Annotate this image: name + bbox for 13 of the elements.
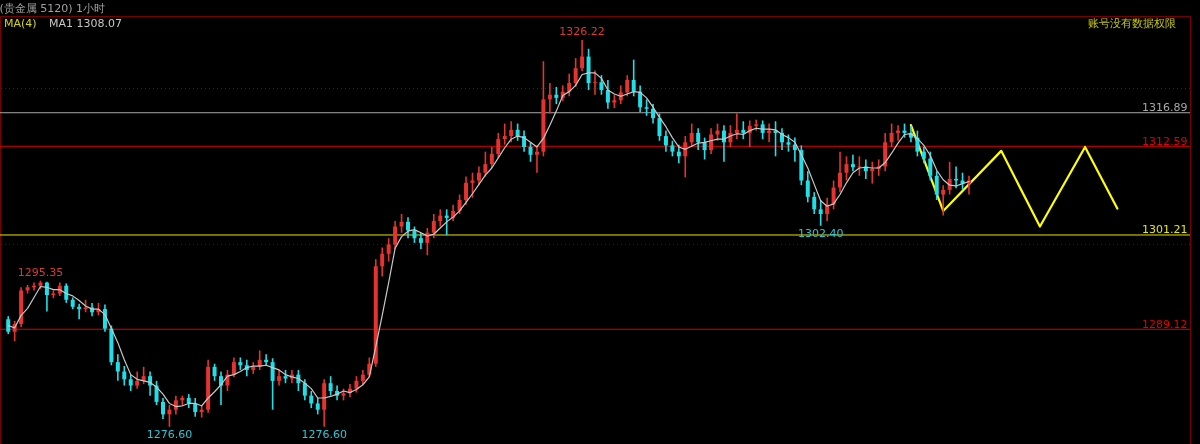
y-tick-label: 1301.21 <box>1142 223 1188 237</box>
annotation: 1276.60 <box>146 427 193 441</box>
annotation: MA(4) <box>4 17 37 30</box>
text: MA1 1308.07 <box>49 17 122 30</box>
y-tick-label: 1312.59 <box>1142 134 1188 148</box>
annotation: 1276.60 <box>301 427 347 441</box>
y-tick-label: 1316.89 <box>1142 101 1188 115</box>
annotation: 1326.22 <box>559 25 605 39</box>
annotation: 1302.40 <box>797 226 844 240</box>
chart-title: (贵金属 5120) 1小时 <box>0 2 106 15</box>
y-tick-label: 1289.12 <box>1142 317 1188 331</box>
annotation: 1295.35 <box>17 265 64 279</box>
annotation: 账号没有数据权限 <box>1088 17 1176 30</box>
